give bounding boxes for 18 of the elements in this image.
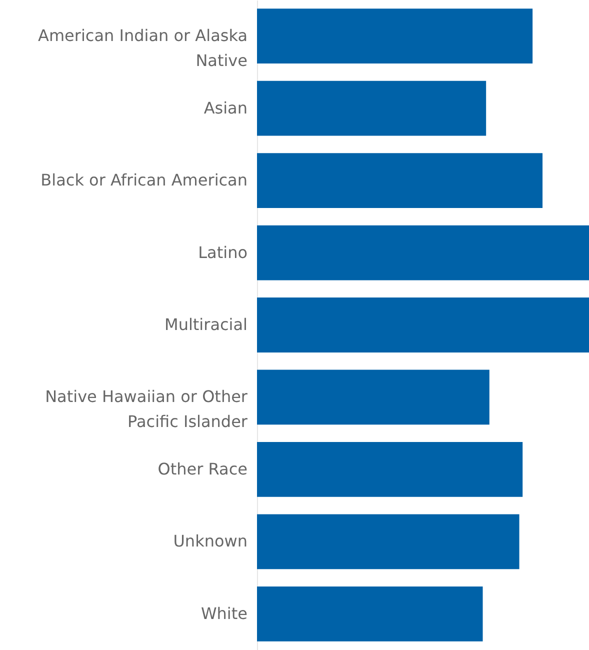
bar — [257, 153, 543, 208]
y-tick-label: Multiracial — [164, 315, 248, 334]
y-tick-label: Black or African American — [40, 170, 248, 190]
y-tick-label: White — [200, 604, 248, 623]
bar — [257, 442, 523, 497]
bar — [257, 298, 589, 352]
y-tick-label: Asian — [204, 98, 248, 118]
bar — [257, 586, 483, 642]
y-tick-label: American Indian or Alaska Native — [38, 26, 248, 70]
y-tick-label: Latino — [198, 242, 248, 262]
bar — [257, 80, 486, 136]
y-tick-label: Other Race — [158, 459, 248, 478]
bar — [257, 370, 490, 425]
bar — [257, 225, 589, 280]
y-tick-label: Native Hawaiian or Other Pacific Islander — [45, 387, 248, 432]
y-tick-label: Unknown — [173, 532, 248, 551]
bar — [257, 8, 533, 64]
bar — [257, 514, 520, 570]
